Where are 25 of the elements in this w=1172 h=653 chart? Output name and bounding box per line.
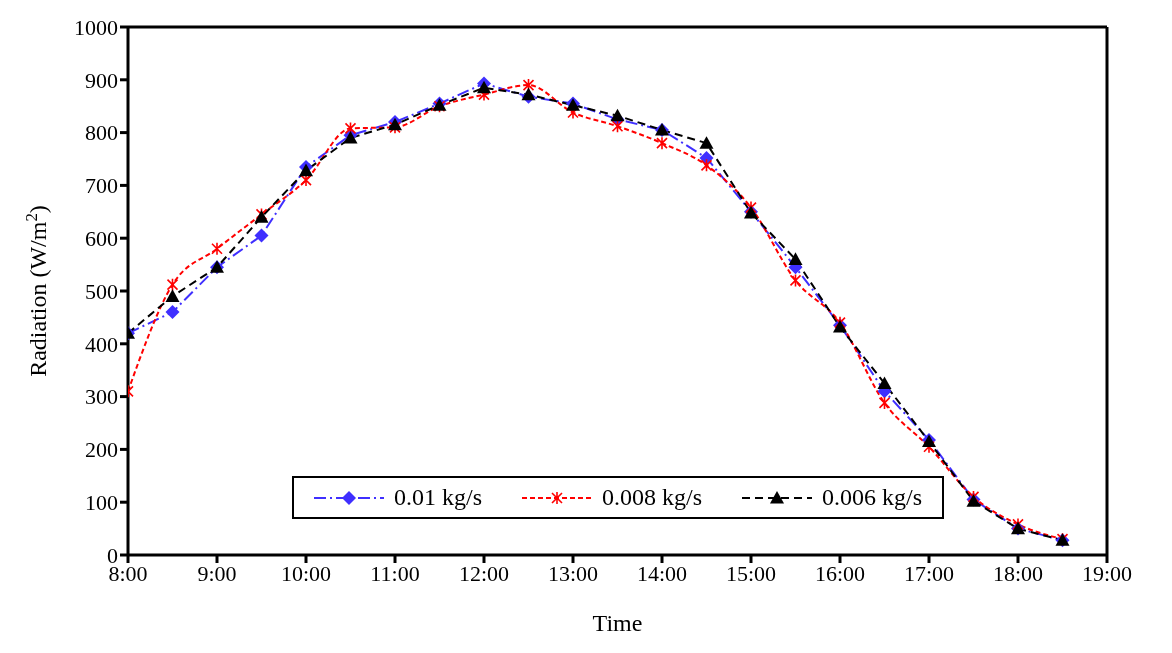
x-tick-label: 15:00 [725, 560, 777, 586]
y-tick-label: 900 [85, 67, 118, 93]
y-tick-label: 600 [85, 226, 118, 252]
y-tick-label: 1000 [74, 14, 118, 40]
y-tick-label: 200 [85, 437, 118, 463]
x-tick-label: 12:00 [458, 560, 510, 586]
y-tick-label: 100 [85, 490, 118, 516]
legend-label: 0.01 kg/s [393, 484, 482, 511]
y-tick-label: 800 [85, 120, 118, 146]
x-tick-label: 13:00 [547, 560, 599, 586]
x-tick-label: 16:00 [814, 560, 866, 586]
x-tick-label: 14:00 [636, 560, 688, 586]
x-tick-label: 9:00 [197, 560, 237, 586]
y-tick-label: 300 [85, 384, 118, 410]
x-tick-label: 17:00 [903, 560, 955, 586]
y-tick-label: 400 [85, 331, 118, 357]
x-tick-label: 11:00 [370, 560, 420, 586]
x-tick-label: 18:00 [992, 560, 1044, 586]
y-tick-label: 700 [85, 173, 118, 199]
x-tick-label: 19:00 [1081, 560, 1133, 586]
legend-label: 0.006 kg/s [822, 484, 923, 511]
legend-label: 0.008 kg/s [601, 484, 702, 511]
x-axis-title: Time [592, 610, 643, 636]
x-tick-label: 10:00 [280, 560, 332, 586]
y-tick-label: 500 [85, 278, 118, 304]
